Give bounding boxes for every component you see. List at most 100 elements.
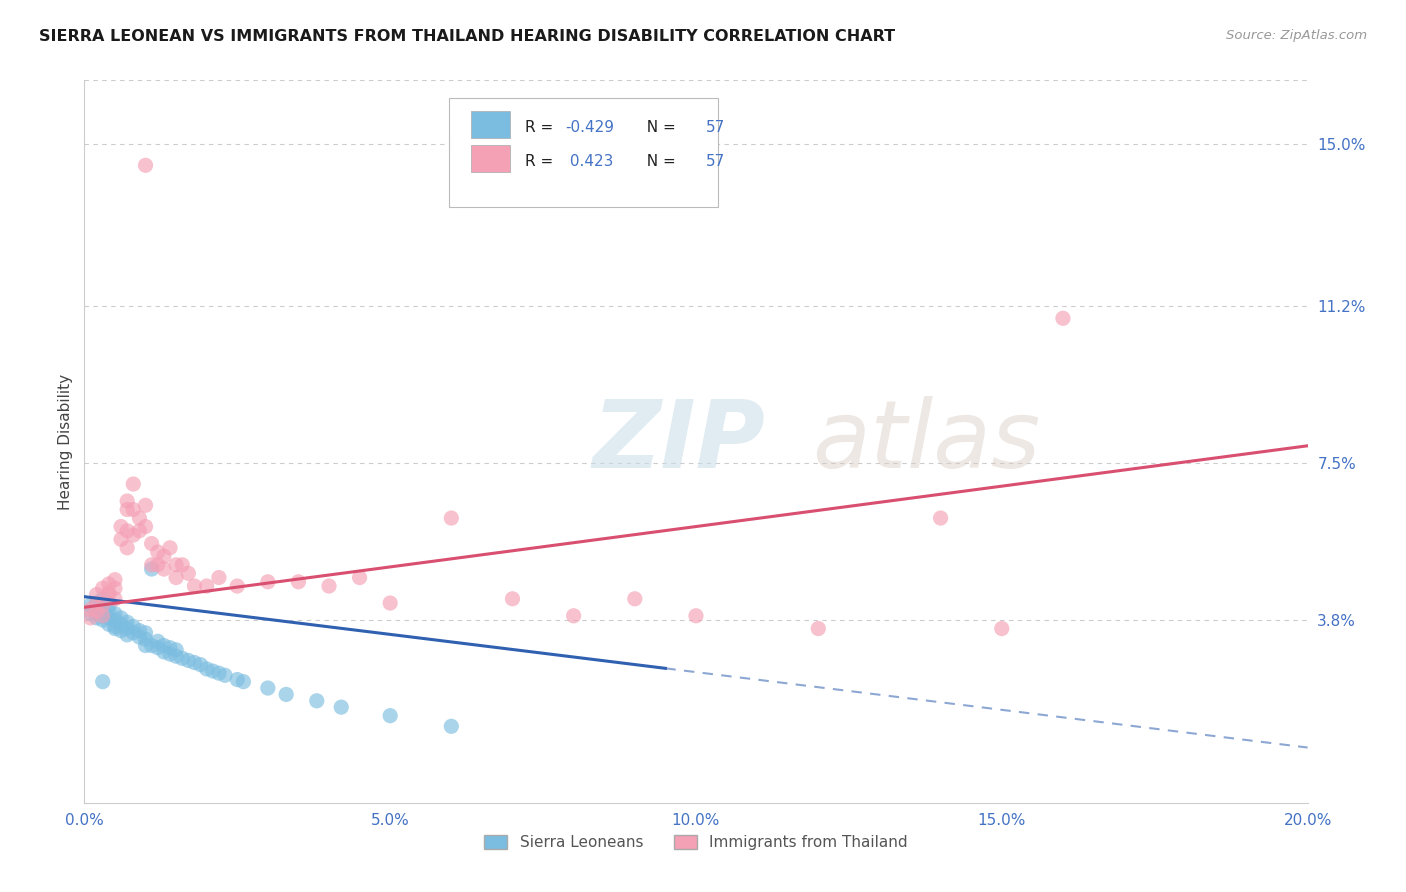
Point xyxy=(86,605,108,619)
Point xyxy=(97,585,120,599)
Point xyxy=(159,640,181,655)
Point xyxy=(807,622,830,636)
Point xyxy=(159,647,181,661)
Point xyxy=(165,570,187,584)
Point xyxy=(929,511,952,525)
Point xyxy=(135,519,157,533)
Point xyxy=(135,625,157,640)
Point xyxy=(330,700,353,714)
Point xyxy=(97,605,120,619)
Point xyxy=(115,628,138,642)
Point xyxy=(128,511,150,525)
Point xyxy=(141,562,163,576)
Point xyxy=(153,549,176,564)
Point xyxy=(562,608,585,623)
Point xyxy=(128,524,150,538)
Point xyxy=(380,596,402,610)
Point xyxy=(159,541,181,555)
Point xyxy=(104,573,127,587)
Point xyxy=(122,477,145,491)
Point xyxy=(349,570,371,584)
Point xyxy=(97,617,120,632)
Point xyxy=(104,591,127,606)
Point xyxy=(79,602,101,616)
FancyBboxPatch shape xyxy=(471,111,510,138)
Point xyxy=(91,674,114,689)
Point xyxy=(624,591,647,606)
Text: ZIP: ZIP xyxy=(592,395,765,488)
Legend: Sierra Leoneans, Immigrants from Thailand: Sierra Leoneans, Immigrants from Thailan… xyxy=(478,830,914,856)
Point xyxy=(91,613,114,627)
Point xyxy=(135,498,157,512)
Point xyxy=(86,605,108,619)
Point xyxy=(226,579,249,593)
Point xyxy=(110,519,132,533)
Point xyxy=(97,577,120,591)
Y-axis label: Hearing Disability: Hearing Disability xyxy=(58,374,73,509)
Point xyxy=(165,558,187,572)
Point xyxy=(214,668,236,682)
Point xyxy=(97,588,120,602)
Point xyxy=(122,619,145,633)
Point xyxy=(104,619,127,633)
Point xyxy=(79,598,101,612)
Point xyxy=(153,645,176,659)
Text: -0.429: -0.429 xyxy=(565,120,614,135)
Point xyxy=(79,611,101,625)
Point xyxy=(91,598,114,612)
Point xyxy=(135,158,157,172)
Point xyxy=(165,649,187,664)
Point xyxy=(257,681,280,695)
Point xyxy=(190,657,212,672)
Point xyxy=(86,596,108,610)
Point xyxy=(115,494,138,508)
Point xyxy=(104,613,127,627)
Point xyxy=(440,719,463,733)
Point xyxy=(122,502,145,516)
Point xyxy=(86,611,108,625)
Point xyxy=(135,632,157,647)
Text: R =: R = xyxy=(524,153,558,169)
Point xyxy=(141,558,163,572)
Text: 57: 57 xyxy=(706,153,725,169)
Point xyxy=(177,653,200,667)
Point xyxy=(502,591,524,606)
Point xyxy=(380,708,402,723)
Point xyxy=(115,502,138,516)
Point xyxy=(257,574,280,589)
Point xyxy=(110,611,132,625)
Text: R =: R = xyxy=(524,120,558,135)
Point xyxy=(97,611,120,625)
Point xyxy=(232,674,254,689)
Text: SIERRA LEONEAN VS IMMIGRANTS FROM THAILAND HEARING DISABILITY CORRELATION CHART: SIERRA LEONEAN VS IMMIGRANTS FROM THAILA… xyxy=(39,29,896,44)
Point xyxy=(305,694,328,708)
Point xyxy=(86,588,108,602)
Point xyxy=(208,570,231,584)
Point xyxy=(135,639,157,653)
Point xyxy=(79,607,101,621)
Point xyxy=(141,536,163,550)
Point xyxy=(177,566,200,581)
Point xyxy=(115,541,138,555)
Point xyxy=(276,687,298,701)
Point xyxy=(183,579,205,593)
Point xyxy=(122,528,145,542)
Point xyxy=(110,617,132,632)
Text: Source: ZipAtlas.com: Source: ZipAtlas.com xyxy=(1226,29,1367,42)
Point xyxy=(104,607,127,621)
Point xyxy=(991,622,1014,636)
Point xyxy=(141,639,163,653)
Text: 57: 57 xyxy=(706,120,725,135)
Point xyxy=(153,562,176,576)
Point xyxy=(110,533,132,547)
Point xyxy=(86,596,108,610)
Point xyxy=(146,545,169,559)
Point xyxy=(165,642,187,657)
Text: atlas: atlas xyxy=(813,396,1040,487)
Point xyxy=(128,630,150,644)
Point xyxy=(146,640,169,655)
Point xyxy=(287,574,309,589)
Point xyxy=(97,598,120,612)
Point xyxy=(91,581,114,595)
Point xyxy=(115,622,138,636)
